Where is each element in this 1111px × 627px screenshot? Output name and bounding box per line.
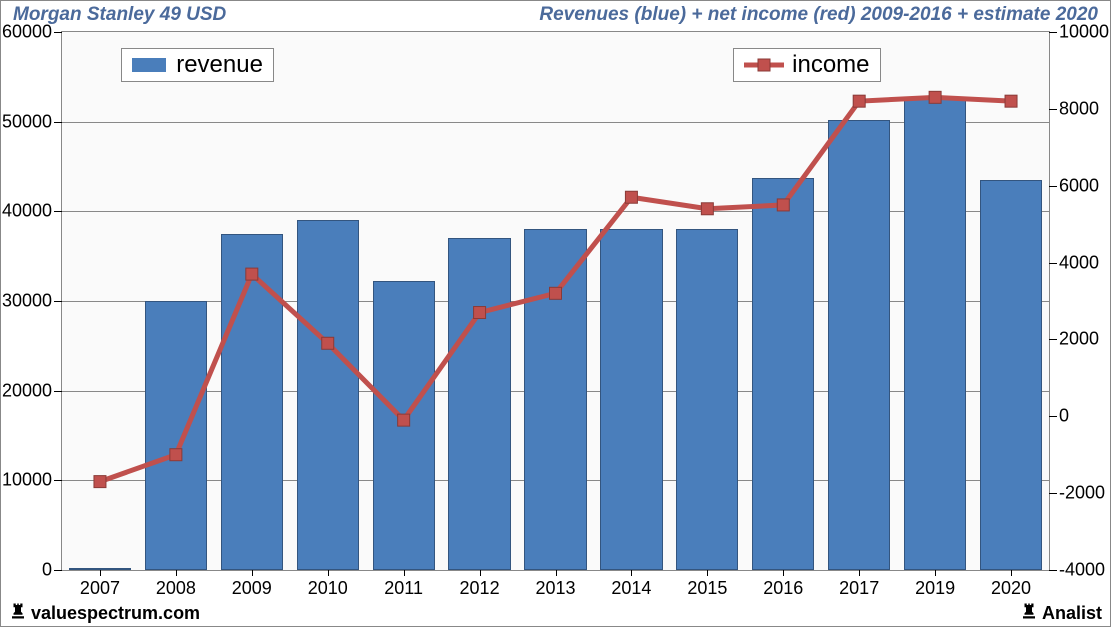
x-label: 2015 (687, 578, 727, 599)
plot-area: 0100002000030000400005000060000-4000-200… (61, 31, 1050, 571)
legend-label: income (792, 51, 869, 79)
legend-swatch-line (744, 53, 784, 77)
y-right-label: 6000 (1059, 175, 1099, 196)
footer-right: Analist (1020, 602, 1102, 625)
x-label: 2009 (232, 578, 272, 599)
x-label: 2016 (763, 578, 803, 599)
income-line (62, 32, 1049, 570)
y-left-label: 40000 (2, 201, 52, 222)
chart-frame: Morgan Stanley 49 USD Revenues (blue) + … (0, 0, 1111, 627)
y-left-label: 20000 (2, 380, 52, 401)
x-label: 2008 (156, 578, 196, 599)
rook-icon (1020, 602, 1038, 625)
footer: valuespectrum.com Analist (1, 600, 1110, 626)
y-right-label: 0 (1059, 406, 1069, 427)
x-label: 2014 (611, 578, 651, 599)
x-label: 2010 (308, 578, 348, 599)
footer-left-text: valuespectrum.com (31, 603, 200, 624)
x-label: 2007 (80, 578, 120, 599)
y-right-label: -2000 (1059, 483, 1105, 504)
y-right-label: 10000 (1059, 22, 1109, 43)
footer-right-text: Analist (1042, 603, 1102, 624)
y-right-label: -4000 (1059, 560, 1105, 581)
y-left-label: 10000 (2, 470, 52, 491)
y-right-label: 2000 (1059, 329, 1099, 350)
y-left-label: 0 (42, 560, 52, 581)
legend-swatch-bar (132, 58, 166, 72)
legend-income: income (733, 48, 880, 82)
legend-revenue: revenue (121, 48, 274, 82)
x-label: 2017 (839, 578, 879, 599)
x-label: 2020 (991, 578, 1031, 599)
x-label: 2013 (535, 578, 575, 599)
rook-icon (9, 602, 27, 625)
footer-left: valuespectrum.com (9, 602, 200, 625)
y-left-label: 30000 (2, 291, 52, 312)
y-left-label: 50000 (2, 111, 52, 132)
y-right-label: 8000 (1059, 98, 1099, 119)
y-right-label: 4000 (1059, 252, 1099, 273)
title-bar: Morgan Stanley 49 USD Revenues (blue) + … (1, 1, 1110, 29)
title-right: Revenues (blue) + net income (red) 2009-… (539, 4, 1098, 26)
x-label: 2019 (915, 578, 955, 599)
y-left-label: 60000 (2, 22, 52, 43)
x-label: 2011 (384, 578, 423, 599)
legend-label: revenue (176, 51, 263, 79)
x-label: 2012 (460, 578, 500, 599)
